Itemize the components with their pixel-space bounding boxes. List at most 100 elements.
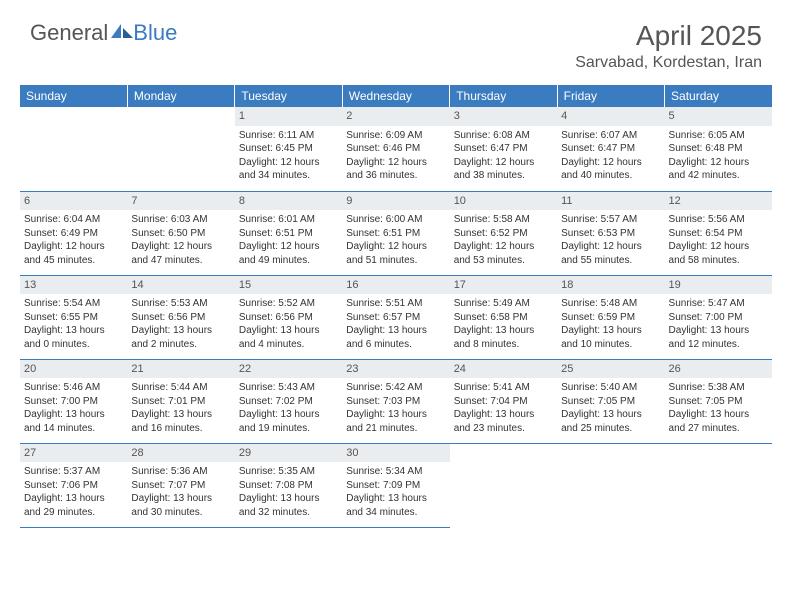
calendar-cell: 30Sunrise: 5:34 AMSunset: 7:09 PMDayligh…: [342, 443, 449, 527]
sunrise-text: Sunrise: 5:47 AM: [669, 297, 768, 311]
sunset-text: Sunset: 6:49 PM: [24, 227, 123, 241]
daylight-text: and 51 minutes.: [346, 254, 445, 268]
sunrise-text: Sunrise: 5:38 AM: [669, 381, 768, 395]
daylight-text: Daylight: 13 hours: [239, 324, 338, 338]
day-header-row: Sunday Monday Tuesday Wednesday Thursday…: [20, 85, 772, 107]
sunset-text: Sunset: 6:55 PM: [24, 311, 123, 325]
day-number: 2: [342, 107, 449, 126]
day-number: 29: [235, 444, 342, 463]
sunset-text: Sunset: 7:05 PM: [669, 395, 768, 409]
sunrise-text: Sunrise: 5:46 AM: [24, 381, 123, 395]
calendar-body: 1 Sunrise: 6:11 AMSunset: 6:45 PM Daylight…: [20, 107, 772, 527]
day-number: 26: [665, 360, 772, 379]
calendar-cell: 15Sunrise: 5:52 AMSunset: 6:56 PMDayligh…: [235, 275, 342, 359]
calendar-cell: 17Sunrise: 5:49 AMSunset: 6:58 PMDayligh…: [450, 275, 557, 359]
daylight-text: Daylight: 12 hours: [669, 156, 768, 170]
daylight-text: and 29 minutes.: [24, 506, 123, 520]
daylight-text: and 40 minutes.: [561, 169, 660, 183]
sunrise-text: Sunrise: 6:11 AM: [239, 129, 338, 143]
sunset-text: Sunset: 7:07 PM: [131, 479, 230, 493]
daylight-text: and 42 minutes.: [669, 169, 768, 183]
calendar-cell: 14Sunrise: 5:53 AMSunset: 6:56 PMDayligh…: [127, 275, 234, 359]
daylight-text: Daylight: 13 hours: [24, 408, 123, 422]
daylight-text: Daylight: 13 hours: [131, 324, 230, 338]
calendar-cell: 19Sunrise: 5:47 AMSunset: 7:00 PMDayligh…: [665, 275, 772, 359]
sunset-text: Sunset: 7:01 PM: [131, 395, 230, 409]
sunrise-text: Sunrise: 5:52 AM: [239, 297, 338, 311]
calendar-cell: 22Sunrise: 5:43 AMSunset: 7:02 PMDayligh…: [235, 359, 342, 443]
daylight-text: and 38 minutes.: [454, 169, 553, 183]
sunset-text: Sunset: 7:06 PM: [24, 479, 123, 493]
daylight-text: Daylight: 12 hours: [561, 240, 660, 254]
sunrise-text: Sunrise: 5:37 AM: [24, 465, 123, 479]
calendar-cell: 26Sunrise: 5:38 AMSunset: 7:05 PMDayligh…: [665, 359, 772, 443]
day-number: 24: [450, 360, 557, 379]
day-number: 13: [20, 276, 127, 295]
sunrise-text: Sunrise: 5:44 AM: [131, 381, 230, 395]
daylight-text: Daylight: 13 hours: [454, 408, 553, 422]
sunset-text: Sunset: 6:45 PM: [239, 142, 338, 156]
sunset-text: Sunset: 6:47 PM: [561, 142, 660, 156]
sunset-text: Sunset: 6:59 PM: [561, 311, 660, 325]
sunrise-text: Sunrise: 6:04 AM: [24, 213, 123, 227]
sunset-text: Sunset: 7:08 PM: [239, 479, 338, 493]
sunrise-text: Sunrise: 5:41 AM: [454, 381, 553, 395]
sunrise-text: Sunrise: 5:42 AM: [346, 381, 445, 395]
day-number: 6: [20, 192, 127, 211]
daylight-text: and 25 minutes.: [561, 422, 660, 436]
sunrise-text: Sunrise: 6:08 AM: [454, 129, 553, 143]
sunset-text: Sunset: 6:51 PM: [239, 227, 338, 241]
sunset-text: Sunset: 6:57 PM: [346, 311, 445, 325]
sunrise-text: Sunrise: 5:48 AM: [561, 297, 660, 311]
day-number: 21: [127, 360, 234, 379]
daylight-text: and 47 minutes.: [131, 254, 230, 268]
calendar-cell: 27Sunrise: 5:37 AMSunset: 7:06 PMDayligh…: [20, 443, 127, 527]
calendar-cell: 21Sunrise: 5:44 AMSunset: 7:01 PMDayligh…: [127, 359, 234, 443]
logo: General Blue: [30, 20, 177, 46]
sunrise-text: Sunrise: 5:34 AM: [346, 465, 445, 479]
daylight-text: Daylight: 12 hours: [239, 240, 338, 254]
day-number: 1: [235, 107, 342, 126]
daylight-text: Daylight: 13 hours: [24, 324, 123, 338]
day-number: 22: [235, 360, 342, 379]
sunset-text: Sunset: 6:51 PM: [346, 227, 445, 241]
daylight-text: and 19 minutes.: [239, 422, 338, 436]
logo-text-2: Blue: [133, 20, 177, 46]
calendar-cell: 13 Sunrise: 5:54 AMSunset: 6:55 PMDayligh…: [20, 275, 127, 359]
sunset-text: Sunset: 6:52 PM: [454, 227, 553, 241]
day-header: Sunday: [20, 85, 127, 107]
daylight-text: and 55 minutes.: [561, 254, 660, 268]
daylight-text: Daylight: 13 hours: [346, 492, 445, 506]
sunrise-text: Sunrise: 5:54 AM: [24, 297, 123, 311]
calendar-table: Sunday Monday Tuesday Wednesday Thursday…: [20, 85, 772, 528]
sunrise-text: Sunrise: 5:49 AM: [454, 297, 553, 311]
sunset-text: Sunset: 7:05 PM: [561, 395, 660, 409]
calendar-cell: 25Sunrise: 5:40 AMSunset: 7:05 PMDayligh…: [557, 359, 664, 443]
daylight-text: and 14 minutes.: [24, 422, 123, 436]
sunset-text: Sunset: 6:53 PM: [561, 227, 660, 241]
day-number: 10: [450, 192, 557, 211]
calendar-week-row: 27Sunrise: 5:37 AMSunset: 7:06 PMDayligh…: [20, 443, 772, 527]
calendar-cell: 4Sunrise: 6:07 AMSunset: 6:47 PMDaylight…: [557, 107, 664, 191]
daylight-text: Daylight: 12 hours: [24, 240, 123, 254]
day-number: 9: [342, 192, 449, 211]
daylight-text: and 49 minutes.: [239, 254, 338, 268]
daylight-text: Daylight: 13 hours: [561, 408, 660, 422]
calendar-cell: 6 Sunrise: 6:04 AMSunset: 6:49 PMDaylight…: [20, 191, 127, 275]
calendar-cell: 20Sunrise: 5:46 AMSunset: 7:00 PMDayligh…: [20, 359, 127, 443]
daylight-text: and 23 minutes.: [454, 422, 553, 436]
calendar-cell: 10Sunrise: 5:58 AMSunset: 6:52 PMDayligh…: [450, 191, 557, 275]
calendar-cell: 9Sunrise: 6:00 AMSunset: 6:51 PMDaylight…: [342, 191, 449, 275]
day-number: 19: [665, 276, 772, 295]
day-number: 20: [20, 360, 127, 379]
calendar-cell: 11Sunrise: 5:57 AMSunset: 6:53 PMDayligh…: [557, 191, 664, 275]
sunrise-text: Sunrise: 5:58 AM: [454, 213, 553, 227]
daylight-text: and 34 minutes.: [239, 169, 338, 183]
calendar-cell: 8Sunrise: 6:01 AMSunset: 6:51 PMDaylight…: [235, 191, 342, 275]
calendar-cell: 18Sunrise: 5:48 AMSunset: 6:59 PMDayligh…: [557, 275, 664, 359]
header: General Blue April 2025 Sarvabad, Kordes…: [0, 0, 792, 77]
daylight-text: and 45 minutes.: [24, 254, 123, 268]
day-number: 3: [450, 107, 557, 126]
daylight-text: and 4 minutes.: [239, 338, 338, 352]
sunrise-text: Sunrise: 5:36 AM: [131, 465, 230, 479]
